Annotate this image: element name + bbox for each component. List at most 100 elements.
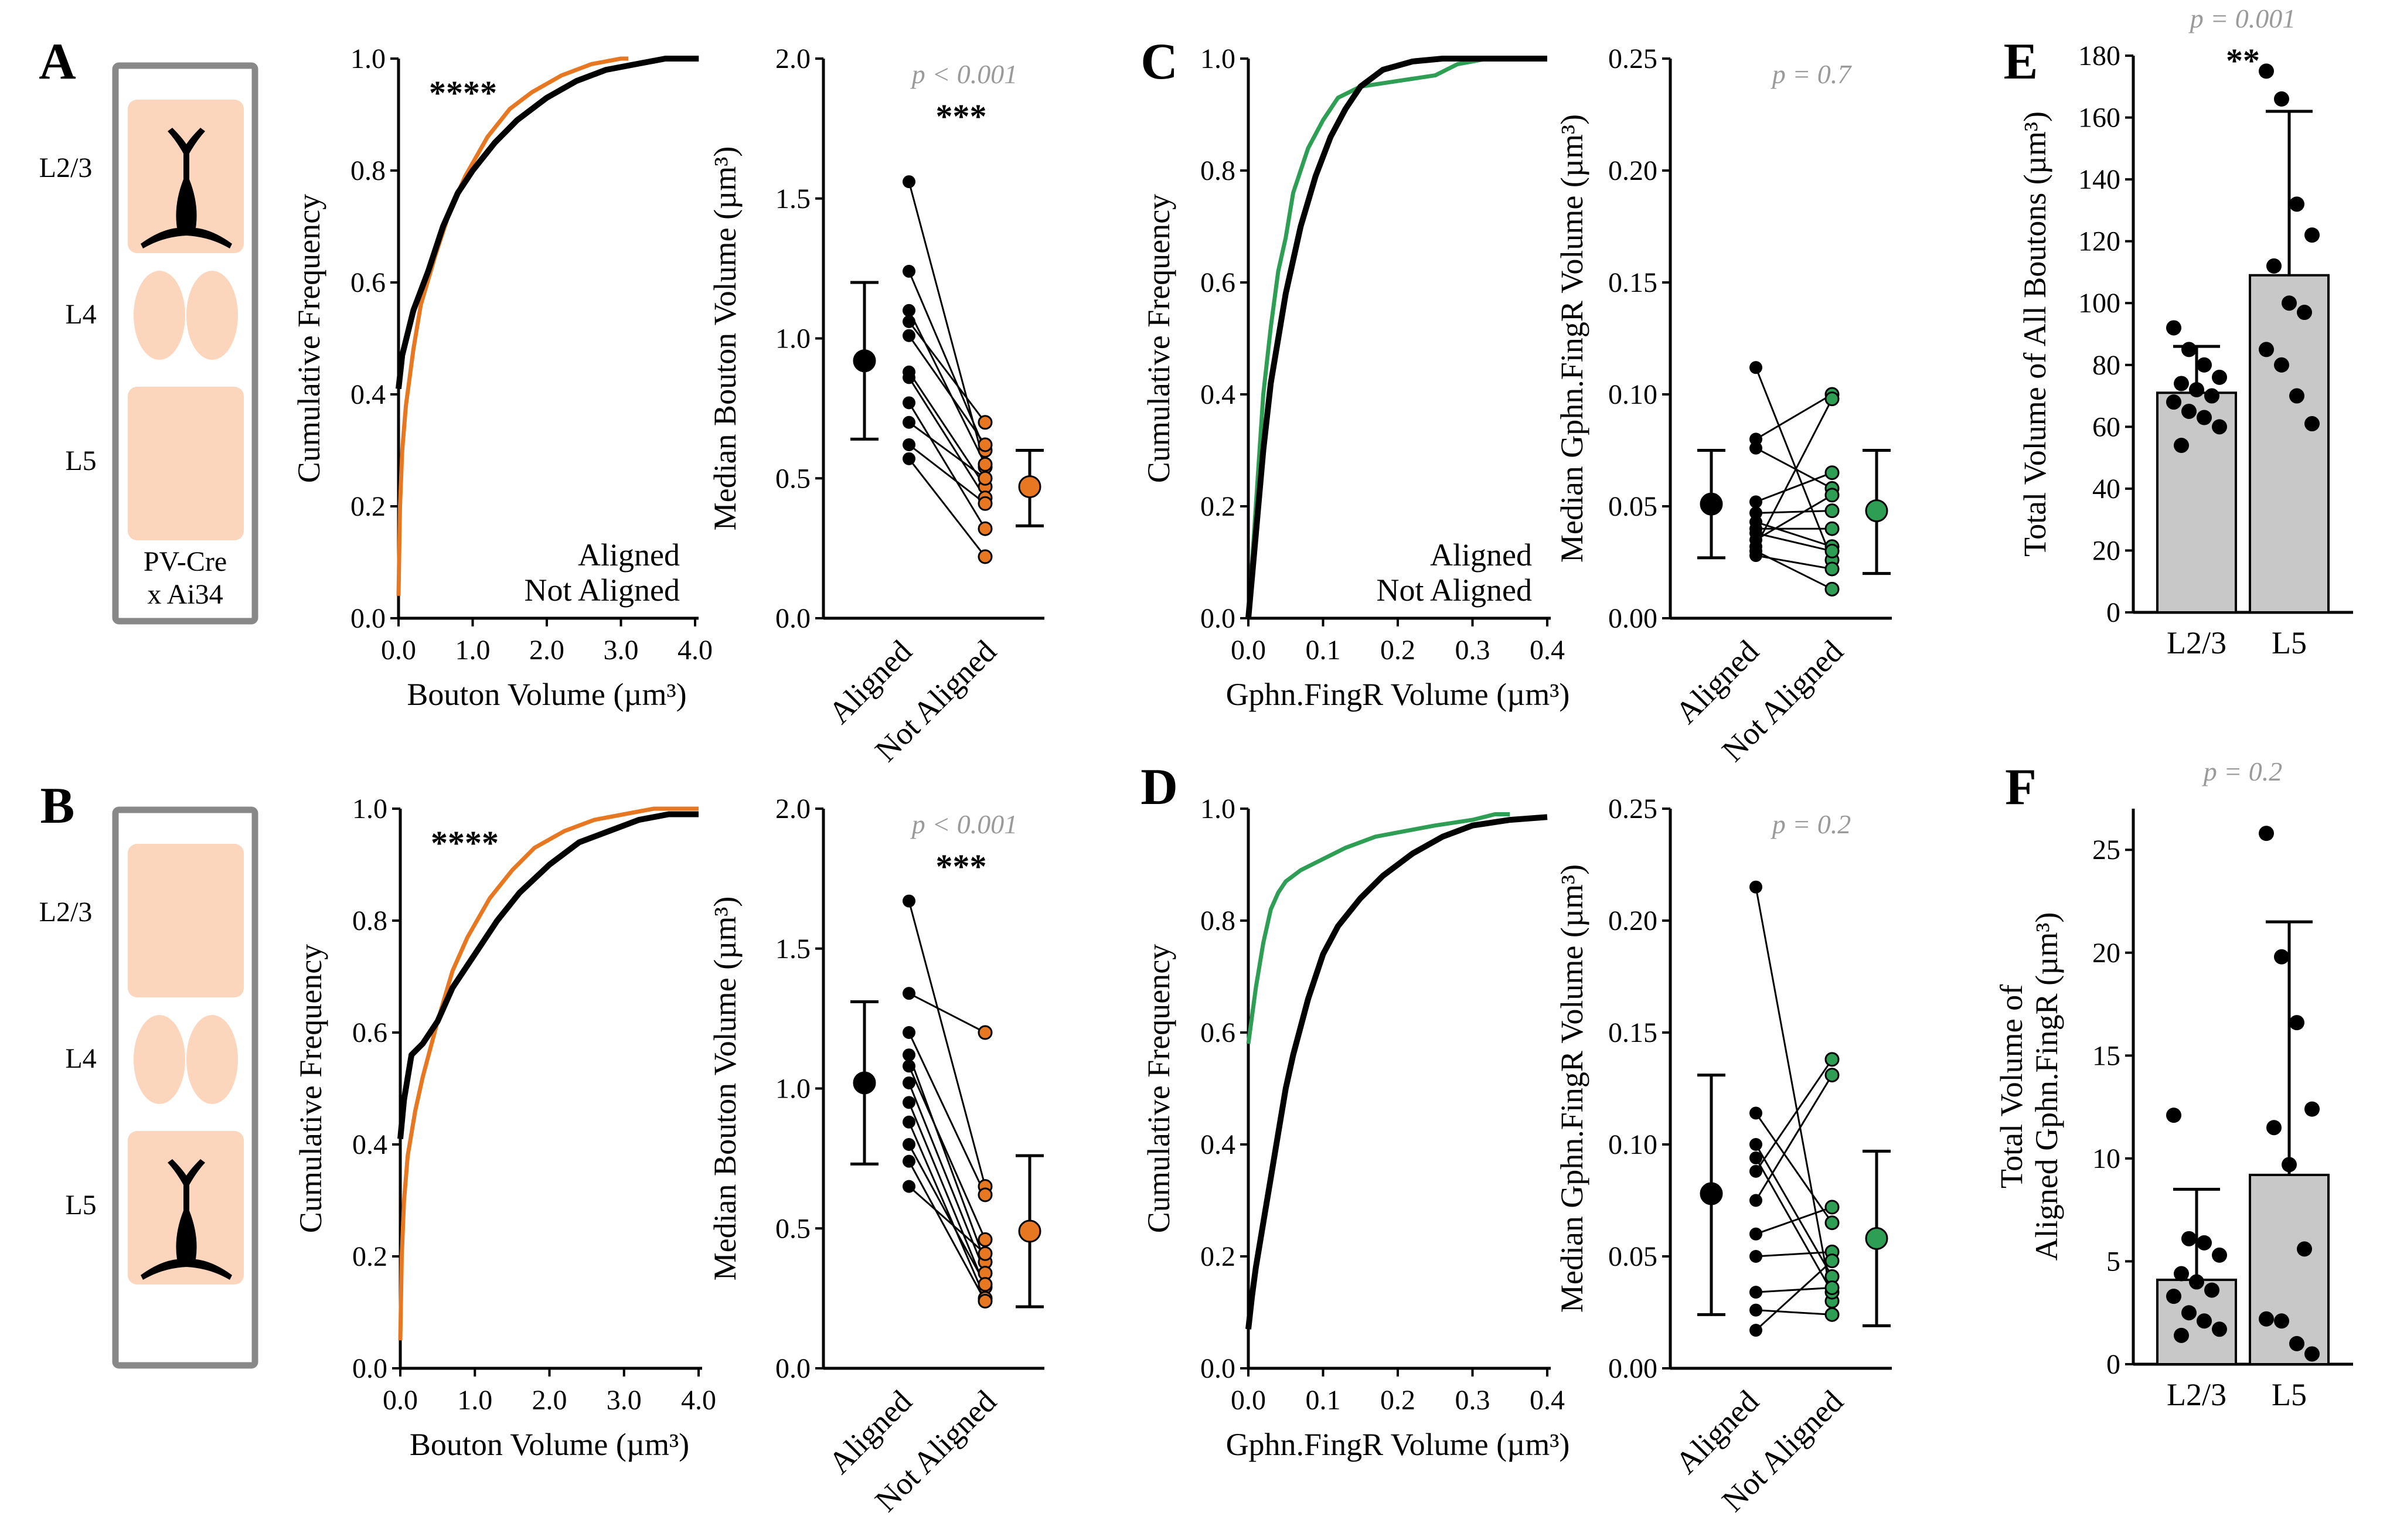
y-axis-label: Median Bouton Volume (µm³)	[707, 897, 743, 1281]
x-tick-label: 0.4	[1530, 635, 1565, 666]
y-tick-label: 0.10	[1608, 379, 1657, 410]
pair-line	[908, 1065, 986, 1240]
not-aligned-point	[978, 496, 993, 511]
pair-line	[908, 335, 986, 445]
aligned-point	[903, 415, 915, 429]
pair-line	[908, 371, 986, 488]
pair-line	[1755, 472, 1833, 503]
data-point	[2197, 1235, 2212, 1251]
p-value: p = 0.001	[2188, 4, 2296, 33]
bar	[2249, 274, 2330, 614]
y-tick-label: 0.5	[775, 463, 811, 494]
y-tick-label: 0.10	[1608, 1129, 1657, 1160]
pair-line	[908, 1054, 986, 1263]
aligned-mean-point	[1700, 1182, 1723, 1205]
y-tick-label: 0.25	[1608, 793, 1657, 824]
y-axis-label: Cumulative Frequency	[291, 194, 326, 483]
not-aligned-point	[978, 1232, 993, 1247]
aligned-point	[903, 304, 915, 317]
data-point	[2166, 1289, 2181, 1304]
x-tick-label: 0.0	[383, 1385, 418, 1416]
pair-line	[1755, 447, 1833, 489]
pair-line	[1755, 1058, 1833, 1172]
bar	[2249, 1173, 2330, 1365]
pair-line	[1755, 1112, 1833, 1224]
y-tick-label: 140	[2078, 164, 2120, 195]
data-point	[2166, 1108, 2181, 1123]
pair-line	[908, 458, 986, 557]
y-tick-label: 0.6	[1200, 1017, 1235, 1048]
significance-stars: ****	[429, 74, 497, 112]
aligned-mean-point	[853, 1071, 876, 1095]
not-aligned-point	[978, 1293, 993, 1309]
pair-line	[1755, 494, 1833, 541]
aligned-point	[903, 987, 915, 1000]
y-tick-label: 100	[2078, 288, 2120, 319]
y-tick-label: 40	[2092, 473, 2120, 505]
y-tick-label: 120	[2078, 226, 2120, 257]
data-point	[2297, 305, 2312, 321]
y-tick-label: 0.2	[1200, 491, 1235, 522]
aligned-point	[1749, 1151, 1762, 1164]
y-tick-label: 2.0	[775, 43, 811, 74]
y-tick-label: 0.4	[1200, 1129, 1235, 1160]
pair-line	[908, 321, 986, 423]
aligned-point	[1749, 1250, 1762, 1263]
aligned-point	[1749, 1286, 1762, 1299]
aligned-point	[903, 894, 915, 908]
x-tick-label: 0.1	[1306, 635, 1341, 666]
y-tick-label: 0	[2106, 597, 2120, 628]
y-axis-label: Cumulative Frequency	[1141, 194, 1176, 483]
not-aligned-point	[1824, 1068, 1840, 1083]
panel-letter-D: D	[1140, 759, 1178, 816]
not-aligned-point	[978, 471, 993, 486]
pair-line	[1755, 1286, 1833, 1293]
p-value: p = 0.2	[2202, 757, 2283, 786]
not-aligned-point	[978, 1246, 993, 1261]
x-tick-label: 1.0	[457, 1385, 492, 1416]
aligned-point	[1749, 1106, 1762, 1120]
data-point	[2259, 63, 2274, 79]
x-tick-label: 3.0	[607, 1385, 642, 1416]
data-point	[2181, 1231, 2197, 1246]
cortex-box	[112, 806, 258, 1369]
layer-l4-barrel	[134, 1015, 185, 1104]
not-aligned-point	[978, 1277, 993, 1292]
data-point	[2197, 357, 2212, 373]
pair-line	[908, 444, 986, 505]
aligned-point	[903, 329, 915, 342]
y-tick-label: 0.8	[352, 905, 387, 936]
aligned-mean-point	[853, 349, 876, 373]
x-tick-label: 0.1	[1306, 1385, 1341, 1416]
data-point	[2304, 227, 2320, 243]
aligned-point	[1749, 1164, 1762, 1178]
aligned-point	[1749, 506, 1762, 520]
not-aligned-point	[1824, 1200, 1840, 1215]
panel-letter-B: B	[40, 778, 75, 834]
y-tick-label: 0.0	[352, 1353, 387, 1384]
aligned-point	[1749, 441, 1762, 455]
aligned-series-line	[396, 56, 699, 390]
data-point	[2181, 342, 2197, 357]
category-label: L5	[2272, 625, 2307, 660]
cdf-plot-C: 0.0 0.2 0.4 0.6 0.8 1.0 0.0 0.1 0.2 0.3 0.4 Cumulat…	[1141, 43, 1569, 712]
pair-line	[908, 377, 986, 499]
y-tick-label: 0.2	[1200, 1241, 1235, 1272]
not-aligned-point	[1824, 1052, 1840, 1067]
layer-label: L4	[65, 1043, 96, 1074]
pair-line	[908, 1160, 986, 1302]
y-tick-label: 15	[2092, 1040, 2120, 1071]
y-tick-label: 0.20	[1608, 905, 1657, 936]
not-aligned-point	[978, 521, 993, 536]
cdf-plot-B: 0.0 0.2 0.4 0.6 0.8 1.0 0.0 1.0 2.0 3.0 4.0 Cumulat…	[293, 793, 716, 1462]
y-tick-label: 2.0	[775, 793, 811, 824]
significance-stars: ****	[431, 824, 499, 862]
y-tick-label: 0.4	[352, 1129, 387, 1160]
layer-l4-barrel	[186, 271, 238, 360]
aligned-point	[903, 264, 915, 278]
y-tick-label: 0.2	[352, 1241, 387, 1272]
pair-line	[908, 1122, 986, 1299]
data-point	[2181, 1305, 2197, 1321]
data-point	[2274, 949, 2289, 965]
layer-l23-box	[128, 844, 244, 997]
